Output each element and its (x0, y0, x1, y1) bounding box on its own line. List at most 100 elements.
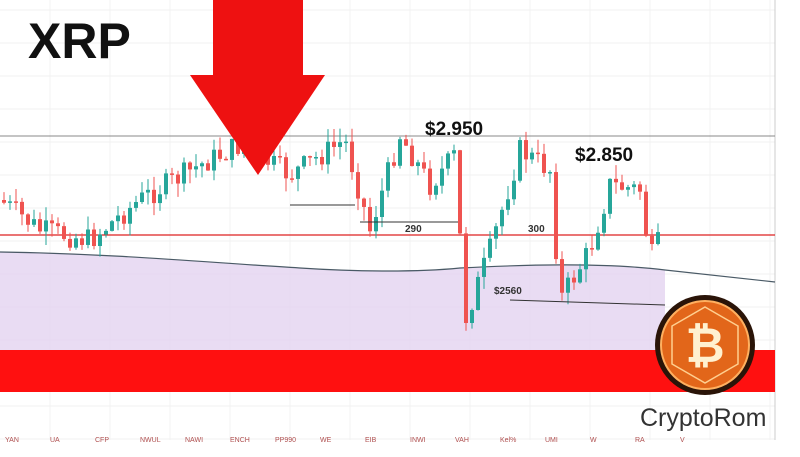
candle (182, 162, 186, 184)
candle (530, 152, 534, 160)
x-tick-label: UA (50, 437, 60, 444)
candle (224, 158, 228, 161)
level-label: $2560 (494, 286, 522, 297)
candle (620, 182, 624, 190)
candle (656, 232, 660, 245)
candle (374, 217, 378, 232)
candle (92, 229, 96, 247)
candle (200, 163, 204, 167)
x-tick-label: UMI (545, 437, 558, 444)
brand: CryptoRom (640, 404, 766, 432)
candle (470, 310, 474, 323)
candle (122, 215, 126, 224)
candle (368, 206, 372, 232)
candle (26, 214, 30, 225)
candle (332, 141, 336, 147)
candle (194, 166, 198, 170)
candle (314, 157, 318, 159)
candle (518, 140, 522, 181)
candle (116, 215, 120, 222)
candle (56, 223, 60, 227)
candle (290, 178, 294, 180)
candle (638, 184, 642, 192)
x-tick-label: Kel% (500, 437, 516, 444)
candle (140, 192, 144, 203)
candle (452, 150, 456, 154)
candle (494, 226, 498, 239)
candle (440, 168, 444, 186)
candle (608, 178, 612, 214)
candle (422, 162, 426, 169)
candle (272, 156, 276, 165)
x-tick-label: NWUL (140, 437, 161, 444)
candle (104, 230, 108, 235)
candle (614, 178, 618, 183)
candle (278, 156, 282, 158)
x-tick-label: WE (320, 437, 332, 444)
candle (392, 162, 396, 166)
candle (398, 139, 402, 166)
candle (464, 233, 468, 323)
candle (506, 199, 510, 210)
candle (344, 141, 348, 144)
candle (236, 138, 240, 154)
candle (296, 166, 300, 179)
candle (308, 156, 312, 158)
x-tick-label: V (680, 437, 685, 444)
level-label: 300 (528, 224, 545, 235)
candle (650, 235, 654, 245)
candle (410, 145, 414, 167)
candle (548, 172, 552, 174)
candle (68, 238, 72, 248)
candle (644, 191, 648, 236)
candle (488, 238, 492, 258)
price-label: $2.850 (575, 145, 633, 166)
candle (428, 168, 432, 195)
x-tick-label: RA (635, 437, 645, 444)
x-tick-label: W (590, 437, 597, 444)
candle (632, 184, 636, 188)
candle (302, 156, 306, 167)
candle (578, 269, 582, 283)
candle (542, 153, 546, 173)
x-tick-label: YAN (5, 437, 19, 444)
candle (38, 219, 42, 232)
candle (110, 221, 114, 231)
candle (176, 174, 180, 184)
x-tick-label: ENCH (230, 437, 250, 444)
candle (62, 226, 66, 239)
candle (2, 200, 6, 203)
candle (206, 163, 210, 171)
candle (80, 238, 84, 245)
candle (572, 277, 576, 283)
candle (284, 157, 288, 179)
candle (416, 162, 420, 167)
candles (2, 127, 660, 331)
candle (476, 276, 480, 311)
down-arrow (190, 0, 325, 175)
candle (32, 219, 36, 225)
candle (482, 257, 486, 277)
candle (584, 248, 588, 270)
candle (536, 152, 540, 155)
candle (380, 190, 384, 218)
candle (434, 185, 438, 195)
x-axis: YAN UA CFP NWUL NAWI ENCH PP990 WE EIB INWI VAH Kel… (5, 437, 685, 444)
candle (188, 162, 192, 170)
candle (44, 220, 48, 232)
candle (146, 189, 150, 193)
x-tick-label: CFP (95, 437, 109, 444)
logo-hex (671, 306, 739, 384)
candle (170, 173, 174, 175)
candle (404, 139, 408, 146)
candle (128, 207, 132, 224)
candle (524, 140, 528, 160)
level-label: 290 (405, 224, 422, 235)
candle (320, 157, 324, 165)
candle (596, 232, 600, 250)
candle (566, 277, 570, 293)
candle (356, 172, 360, 199)
range-area (0, 252, 665, 350)
candle (134, 202, 138, 208)
